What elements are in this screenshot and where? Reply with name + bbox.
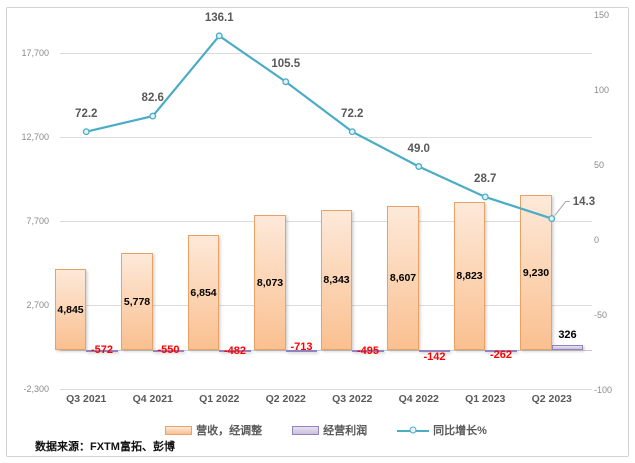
x-axis-label: Q4 2022	[398, 393, 439, 405]
profit-bar-label: -713	[290, 341, 313, 354]
growth-marker	[282, 78, 290, 86]
left-axis-tick-label: 7,700	[26, 216, 49, 226]
profit-swatch-icon	[292, 425, 320, 435]
right-axis-tick-label: 100	[594, 85, 610, 95]
x-axis-label: Q3 2021	[66, 393, 107, 405]
right-axis-tick-label: -50	[594, 310, 608, 320]
profit-bar-label: -572	[90, 343, 114, 356]
profit-bar	[86, 350, 118, 353]
revenue-bar	[187, 235, 220, 351]
profit-bar	[285, 350, 318, 353]
right-axis-tick-label: -100	[594, 385, 613, 395]
growth-line-swatch-icon	[397, 426, 430, 435]
profit-bar-label: 326	[558, 328, 577, 341]
growth-marker	[82, 128, 90, 136]
growth-point-label: 72.2	[75, 107, 98, 120]
revenue-bar-label: 8,607	[389, 272, 417, 285]
revenue-bar-label: 8,823	[456, 270, 483, 283]
profit-bar	[485, 350, 517, 353]
x-axis-label: Q1 2023	[465, 393, 506, 405]
revenue-bar-label: 5,778	[123, 295, 151, 308]
revenue-swatch-icon	[165, 425, 193, 435]
profit-bar-label: -142	[423, 350, 446, 363]
gridline	[60, 137, 592, 138]
revenue-bar-label: 8,073	[256, 276, 284, 289]
left-axis-tick-label: -2,300	[23, 384, 49, 394]
profit-bar-label: -482	[223, 345, 247, 358]
revenue-bar	[520, 195, 552, 351]
legend-item-growth: 同比增长%	[397, 422, 487, 438]
profit-bar-label: -550	[157, 344, 180, 357]
legend: 营收，经调整 经营利润 同比增长%	[60, 421, 592, 439]
x-axis-label: Q4 2021	[132, 393, 173, 405]
right-axis-tick-label: 0	[594, 235, 600, 245]
x-axis-label: Q1 2022	[199, 393, 240, 405]
right-axis-tick-label: 150	[594, 10, 610, 20]
revenue-bar	[54, 268, 87, 351]
growth-point-label: 72.2	[341, 107, 364, 120]
legend-item-revenue: 营收，经调整	[165, 422, 262, 438]
profit-bar	[418, 350, 451, 353]
profit-bar	[152, 350, 185, 353]
growth-marker	[149, 112, 157, 120]
leader-line	[554, 201, 570, 216]
right-axis-tick-label: 50	[594, 160, 605, 170]
profit-bar	[219, 350, 251, 353]
gridline	[60, 53, 592, 54]
revenue-bar-label: 9,230	[522, 266, 550, 279]
revenue-bar-label: 6,854	[190, 286, 217, 299]
plot-area: -2,300 2,700 7,700 12,700 17,700 -100 -50 0 50 10…	[7, 8, 628, 456]
legend-item-profit: 经营利润	[292, 422, 367, 438]
left-axis-tick-label: 17,700	[21, 48, 49, 58]
profit-bar-label: -262	[489, 348, 513, 361]
growth-point-label: 82.6	[141, 92, 164, 105]
revenue-bar	[254, 214, 286, 351]
growth-line	[85, 34, 553, 220]
profit-bar-label: -495	[356, 345, 380, 358]
chart-frame: -2,300 2,700 7,700 12,700 17,700 -100 -50 0 50 10…	[6, 7, 629, 457]
profit-bar	[551, 344, 584, 351]
growth-point-label: 49.0	[407, 142, 430, 155]
source-note: 数据来源：FXTM富拓、彭博	[35, 441, 175, 453]
revenue-bar-label: 4,845	[57, 303, 84, 316]
zero-axis-line	[60, 350, 592, 352]
revenue-bar	[453, 202, 486, 351]
legend-label-revenue: 营收，经调整	[196, 425, 263, 437]
growth-point-label: 14.3	[572, 195, 596, 208]
revenue-bar-label: 8,343	[323, 274, 350, 287]
growth-marker	[215, 32, 223, 40]
revenue-bar	[121, 253, 153, 351]
revenue-bar	[387, 205, 419, 351]
growth-point-label: 136.1	[204, 11, 234, 24]
profit-bar	[352, 350, 384, 353]
growth-point-label: 28.7	[474, 172, 497, 185]
revenue-bar	[320, 210, 353, 351]
growth-marker	[348, 128, 356, 136]
left-axis-tick-label: 2,700	[26, 300, 49, 310]
x-axis-label: Q2 2022	[265, 393, 306, 405]
x-axis-label: Q3 2022	[332, 393, 373, 405]
legend-label-profit: 经营利润	[323, 425, 368, 437]
x-axis-label: Q2 2023	[531, 393, 572, 405]
growth-marker	[415, 163, 423, 170]
left-axis-tick-label: 12,700	[21, 132, 49, 142]
growth-point-label: 105.5	[271, 57, 301, 70]
gridline	[60, 389, 592, 390]
growth-marker	[481, 193, 489, 201]
legend-label-growth: 同比增长%	[433, 425, 487, 437]
